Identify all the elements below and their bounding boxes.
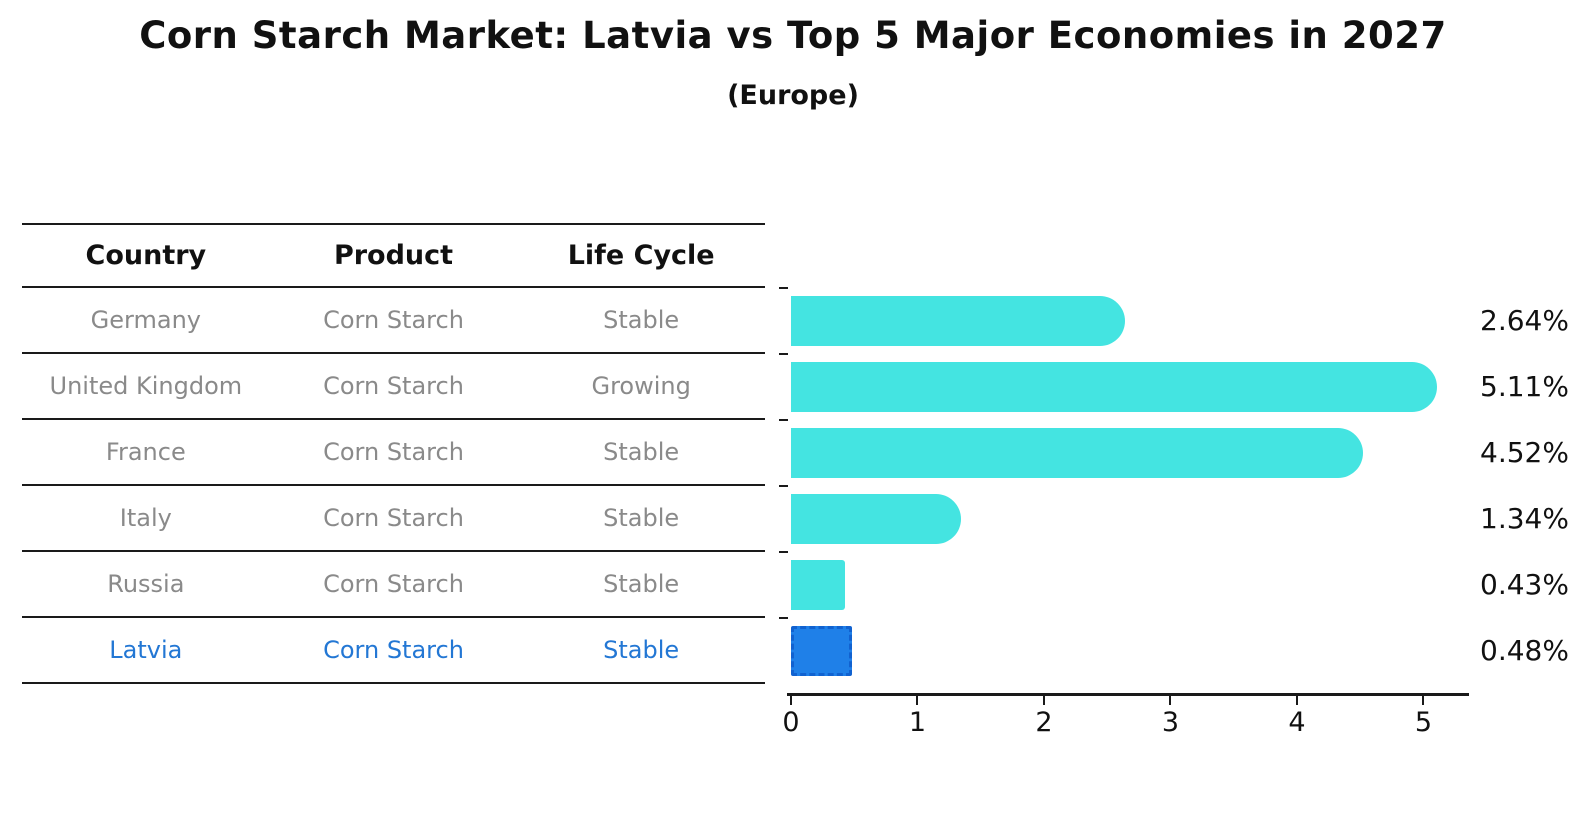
- x-axis-line: [787, 693, 1469, 696]
- bar-value-label-france: 4.52%: [1480, 436, 1569, 469]
- cell-country: United Kingdom: [49, 372, 243, 400]
- bar-italy: [791, 494, 961, 544]
- y-axis-tick: [779, 353, 788, 355]
- x-tick: [790, 696, 792, 705]
- bar-value-label-russia: 0.43%: [1480, 568, 1569, 601]
- y-axis-tick: [779, 419, 788, 421]
- cell-product: Corn Starch: [323, 438, 464, 466]
- cell-country: Russia: [107, 570, 185, 598]
- cell-life-cycle: Stable: [603, 636, 680, 664]
- table-row-russia: Russia Corn Starch Stable: [22, 552, 765, 618]
- x-tick-label: 4: [1288, 707, 1306, 738]
- cell-life-cycle: Growing: [591, 372, 691, 400]
- bar-united-kingdom: [791, 362, 1437, 412]
- cell-product: Corn Starch: [323, 372, 464, 400]
- cell-product: Corn Starch: [323, 570, 464, 598]
- bar-row-latvia: [791, 626, 1469, 676]
- x-tick-label: 2: [1035, 707, 1053, 738]
- table-header-life-cycle: Life Cycle: [567, 240, 715, 271]
- cell-life-cycle: Stable: [603, 306, 680, 334]
- cell-country: Italy: [119, 504, 172, 532]
- table-header-country: Country: [85, 240, 207, 271]
- bar-france: [791, 428, 1363, 478]
- cell-country: Latvia: [109, 636, 183, 664]
- x-tick-label: 5: [1414, 707, 1433, 738]
- x-tick: [1422, 696, 1425, 705]
- y-axis-tick: [779, 485, 788, 487]
- bar-row-italy: [791, 494, 1469, 544]
- cell-life-cycle: Stable: [603, 504, 680, 532]
- cell-product: Corn Starch: [323, 636, 464, 664]
- bar-value-label-latvia: 0.48%: [1480, 634, 1569, 667]
- cell-product: Corn Starch: [323, 504, 464, 532]
- chart-title: Corn Starch Market: Latvia vs Top 5 Majo…: [139, 14, 1447, 57]
- x-tick-label: 3: [1161, 707, 1180, 738]
- table-row-germany: Germany Corn Starch Stable: [22, 288, 765, 354]
- bar-row-united-kingdom: [791, 362, 1469, 412]
- table-row-italy: Italy Corn Starch Stable: [22, 486, 765, 552]
- bar-russia: [791, 560, 845, 610]
- x-tick: [1295, 696, 1298, 705]
- x-tick: [916, 696, 919, 705]
- x-tick: [1042, 696, 1045, 705]
- chart-subtitle: (Europe): [727, 80, 859, 111]
- bar-value-label-germany: 2.64%: [1480, 304, 1569, 337]
- y-axis-tick: [779, 617, 788, 619]
- table-row-united-kingdom: United Kingdom Corn Starch Growing: [22, 354, 765, 420]
- cell-country: Germany: [90, 306, 201, 334]
- cell-life-cycle: Stable: [603, 438, 680, 466]
- x-tick-label: 0: [782, 707, 800, 738]
- bar-row-germany: [791, 296, 1469, 346]
- y-axis-tick: [779, 287, 788, 289]
- cell-product: Corn Starch: [323, 306, 464, 334]
- table-row-latvia: Latvia Corn Starch Stable: [22, 618, 765, 684]
- table-header-row: Country Product Life Cycle: [22, 223, 765, 288]
- bar-value-label-united-kingdom: 5.11%: [1480, 370, 1569, 403]
- bar-row-france: [791, 428, 1469, 478]
- x-tick: [1169, 696, 1172, 705]
- bar-germany: [791, 296, 1125, 346]
- bar-value-label-italy: 1.34%: [1480, 502, 1569, 535]
- cell-life-cycle: Stable: [603, 570, 680, 598]
- x-tick-label: 1: [908, 707, 927, 738]
- cell-country: France: [105, 438, 186, 466]
- bar-row-russia: [791, 560, 1469, 610]
- bar-plot: [779, 287, 1469, 684]
- bar-latvia: [791, 626, 852, 676]
- table-header-product: Product: [333, 240, 454, 271]
- table-row-france: France Corn Starch Stable: [22, 420, 765, 486]
- y-axis-tick: [779, 551, 788, 553]
- country-table: Country Product Life Cycle Germany Corn …: [22, 223, 765, 684]
